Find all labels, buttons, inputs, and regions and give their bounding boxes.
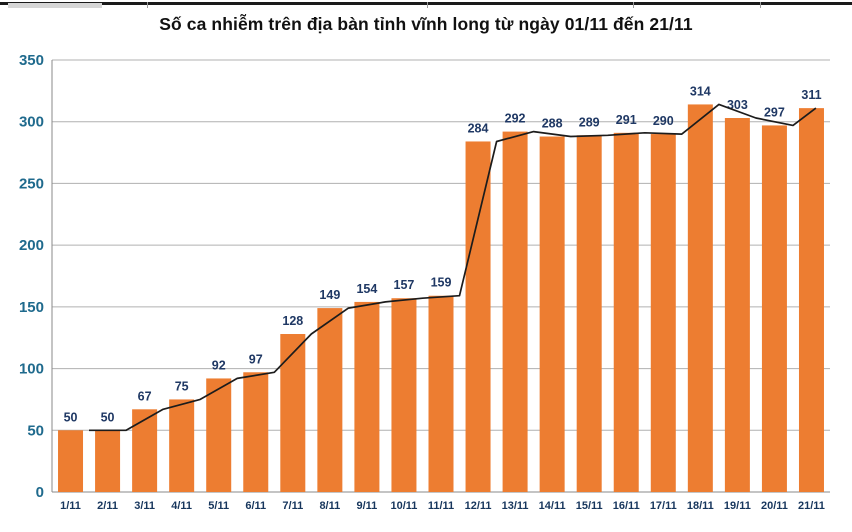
- top-border-line: [0, 2, 852, 5]
- bar-value-label: 297: [764, 105, 785, 119]
- y-axis-label: 200: [19, 237, 44, 254]
- bar-value-label: 50: [101, 410, 115, 424]
- y-axis-label: 350: [19, 52, 44, 69]
- bar: [798, 108, 824, 492]
- x-axis-label: 19/11: [724, 500, 751, 512]
- bar-value-label: 314: [690, 84, 711, 98]
- bar: [428, 295, 454, 492]
- bar: [169, 399, 195, 492]
- bar: [206, 378, 232, 492]
- bar-value-label: 157: [394, 278, 415, 292]
- bar-value-label: 149: [319, 288, 340, 302]
- bar: [132, 409, 158, 492]
- top-left-artifact: [8, 3, 102, 8]
- bar-value-label: 97: [249, 352, 263, 366]
- x-axis-label: 15/11: [576, 500, 603, 512]
- x-axis-label: 10/11: [390, 500, 417, 512]
- x-axis-label: 5/11: [208, 500, 229, 512]
- bar: [243, 372, 269, 492]
- y-axis-label: 0: [36, 484, 44, 501]
- bar: [280, 334, 306, 492]
- bar: [502, 131, 528, 493]
- bar: [58, 430, 84, 492]
- x-axis-label: 11/11: [428, 500, 454, 512]
- bar: [613, 132, 639, 492]
- x-axis-label: 20/11: [761, 500, 788, 512]
- y-axis-label: 100: [19, 361, 44, 378]
- x-axis-label: 18/11: [687, 500, 714, 512]
- bar: [539, 136, 565, 493]
- bar-value-label: 154: [356, 282, 377, 296]
- bar-value-label: 290: [653, 114, 674, 128]
- bar-value-label: 291: [616, 113, 637, 127]
- bar-value-label: 92: [212, 358, 226, 372]
- bar: [687, 104, 713, 492]
- bar: [724, 118, 750, 493]
- top-border-tick: [427, 2, 428, 8]
- x-axis-label: 1/11: [60, 500, 81, 512]
- bar-value-label: 67: [138, 389, 152, 403]
- bar: [95, 430, 121, 492]
- top-border-tick: [760, 2, 761, 8]
- bar: [576, 135, 602, 492]
- bar-value-label: 289: [579, 115, 600, 129]
- y-axis-label: 250: [19, 175, 44, 192]
- x-axis-label: 8/11: [319, 500, 340, 512]
- top-border-tick: [147, 2, 148, 8]
- y-axis-label: 50: [27, 422, 44, 439]
- bar: [317, 308, 343, 492]
- bar-value-label: 292: [505, 112, 526, 126]
- top-border-tick: [633, 2, 634, 8]
- bar-value-label: 303: [727, 98, 748, 112]
- trend-line: [89, 103, 817, 432]
- bar-value-label: 311: [801, 88, 821, 102]
- x-axis-label: 6/11: [245, 500, 266, 512]
- x-axis-label: 13/11: [502, 500, 529, 512]
- x-axis-label: 2/11: [97, 500, 118, 512]
- bar: [761, 125, 787, 492]
- y-axis-label: 300: [19, 114, 44, 131]
- bar: [650, 134, 676, 493]
- x-axis-label: 4/11: [171, 500, 192, 512]
- chart-title: Số ca nhiễm trên địa bàn tỉnh vĩnh long …: [159, 14, 693, 34]
- x-axis-label: 17/11: [650, 500, 677, 512]
- x-axis-label: 7/11: [282, 500, 303, 512]
- bar-value-label: 159: [431, 276, 452, 290]
- x-axis-label: 14/11: [539, 500, 566, 512]
- bar: [465, 141, 491, 492]
- bar-value-label: 128: [282, 314, 303, 328]
- bar-value-label: 284: [468, 121, 489, 135]
- bar-value-label: 75: [175, 379, 189, 393]
- bar-value-label: 288: [542, 117, 563, 131]
- y-axis-label: 150: [19, 299, 44, 316]
- x-axis-label: 9/11: [356, 500, 377, 512]
- x-axis-label: 3/11: [134, 500, 155, 512]
- x-axis-label: 16/11: [613, 500, 640, 512]
- bar: [354, 301, 380, 492]
- bar-value-label: 50: [64, 410, 78, 424]
- x-axis-label: 12/11: [465, 500, 492, 512]
- bar: [391, 298, 417, 492]
- x-axis-label: 21/11: [798, 500, 825, 512]
- top-border-strip: [0, 0, 852, 9]
